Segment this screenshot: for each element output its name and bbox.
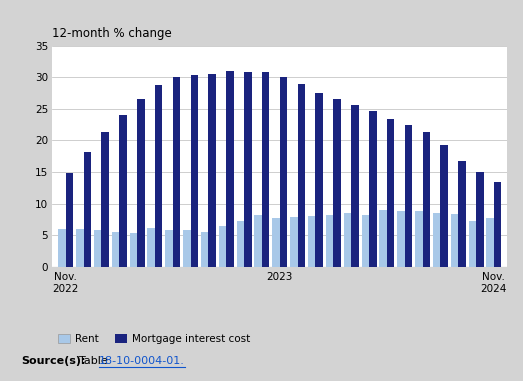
Bar <box>262 72 269 267</box>
Bar <box>130 233 137 267</box>
Bar <box>415 211 423 267</box>
Bar <box>272 218 280 267</box>
Bar <box>326 215 333 267</box>
Text: 18-10-0004-01.: 18-10-0004-01. <box>99 356 185 366</box>
Bar <box>66 173 73 267</box>
Legend: Rent, Mortgage interest cost: Rent, Mortgage interest cost <box>58 334 251 344</box>
Bar <box>369 111 377 267</box>
Bar <box>494 182 502 267</box>
Bar <box>58 229 66 267</box>
Bar <box>476 172 484 267</box>
Bar <box>361 215 369 267</box>
Bar <box>94 230 101 267</box>
Bar <box>433 213 440 267</box>
Bar <box>458 161 466 267</box>
Bar <box>255 215 262 267</box>
Bar <box>219 226 226 267</box>
Bar <box>315 93 323 267</box>
Bar <box>379 210 387 267</box>
Bar <box>173 77 180 267</box>
Bar <box>137 99 144 267</box>
Bar <box>397 211 405 267</box>
Bar <box>440 146 448 267</box>
Bar <box>119 115 127 267</box>
Bar <box>183 230 190 267</box>
Bar <box>351 105 359 267</box>
Bar <box>469 221 476 267</box>
Bar <box>112 232 119 267</box>
Bar <box>147 227 155 267</box>
Bar <box>165 230 173 267</box>
Bar <box>201 232 209 267</box>
Bar <box>298 84 305 267</box>
Bar <box>451 214 458 267</box>
Bar <box>333 99 341 267</box>
Bar <box>101 131 109 267</box>
Text: 12-month % change: 12-month % change <box>52 27 172 40</box>
Bar <box>387 119 394 267</box>
Bar <box>155 85 163 267</box>
Bar <box>236 221 244 267</box>
Bar <box>226 71 234 267</box>
Bar <box>290 217 298 267</box>
Text: Source(s):: Source(s): <box>21 356 85 366</box>
Bar <box>308 216 315 267</box>
Bar <box>344 213 351 267</box>
Bar <box>190 75 198 267</box>
Bar <box>486 218 494 267</box>
Bar <box>405 125 412 267</box>
Bar <box>280 77 287 267</box>
Text: Table: Table <box>72 356 111 366</box>
Bar <box>76 229 84 267</box>
Bar <box>423 132 430 267</box>
Bar <box>84 152 91 267</box>
Bar <box>209 74 216 267</box>
Bar <box>244 72 252 267</box>
